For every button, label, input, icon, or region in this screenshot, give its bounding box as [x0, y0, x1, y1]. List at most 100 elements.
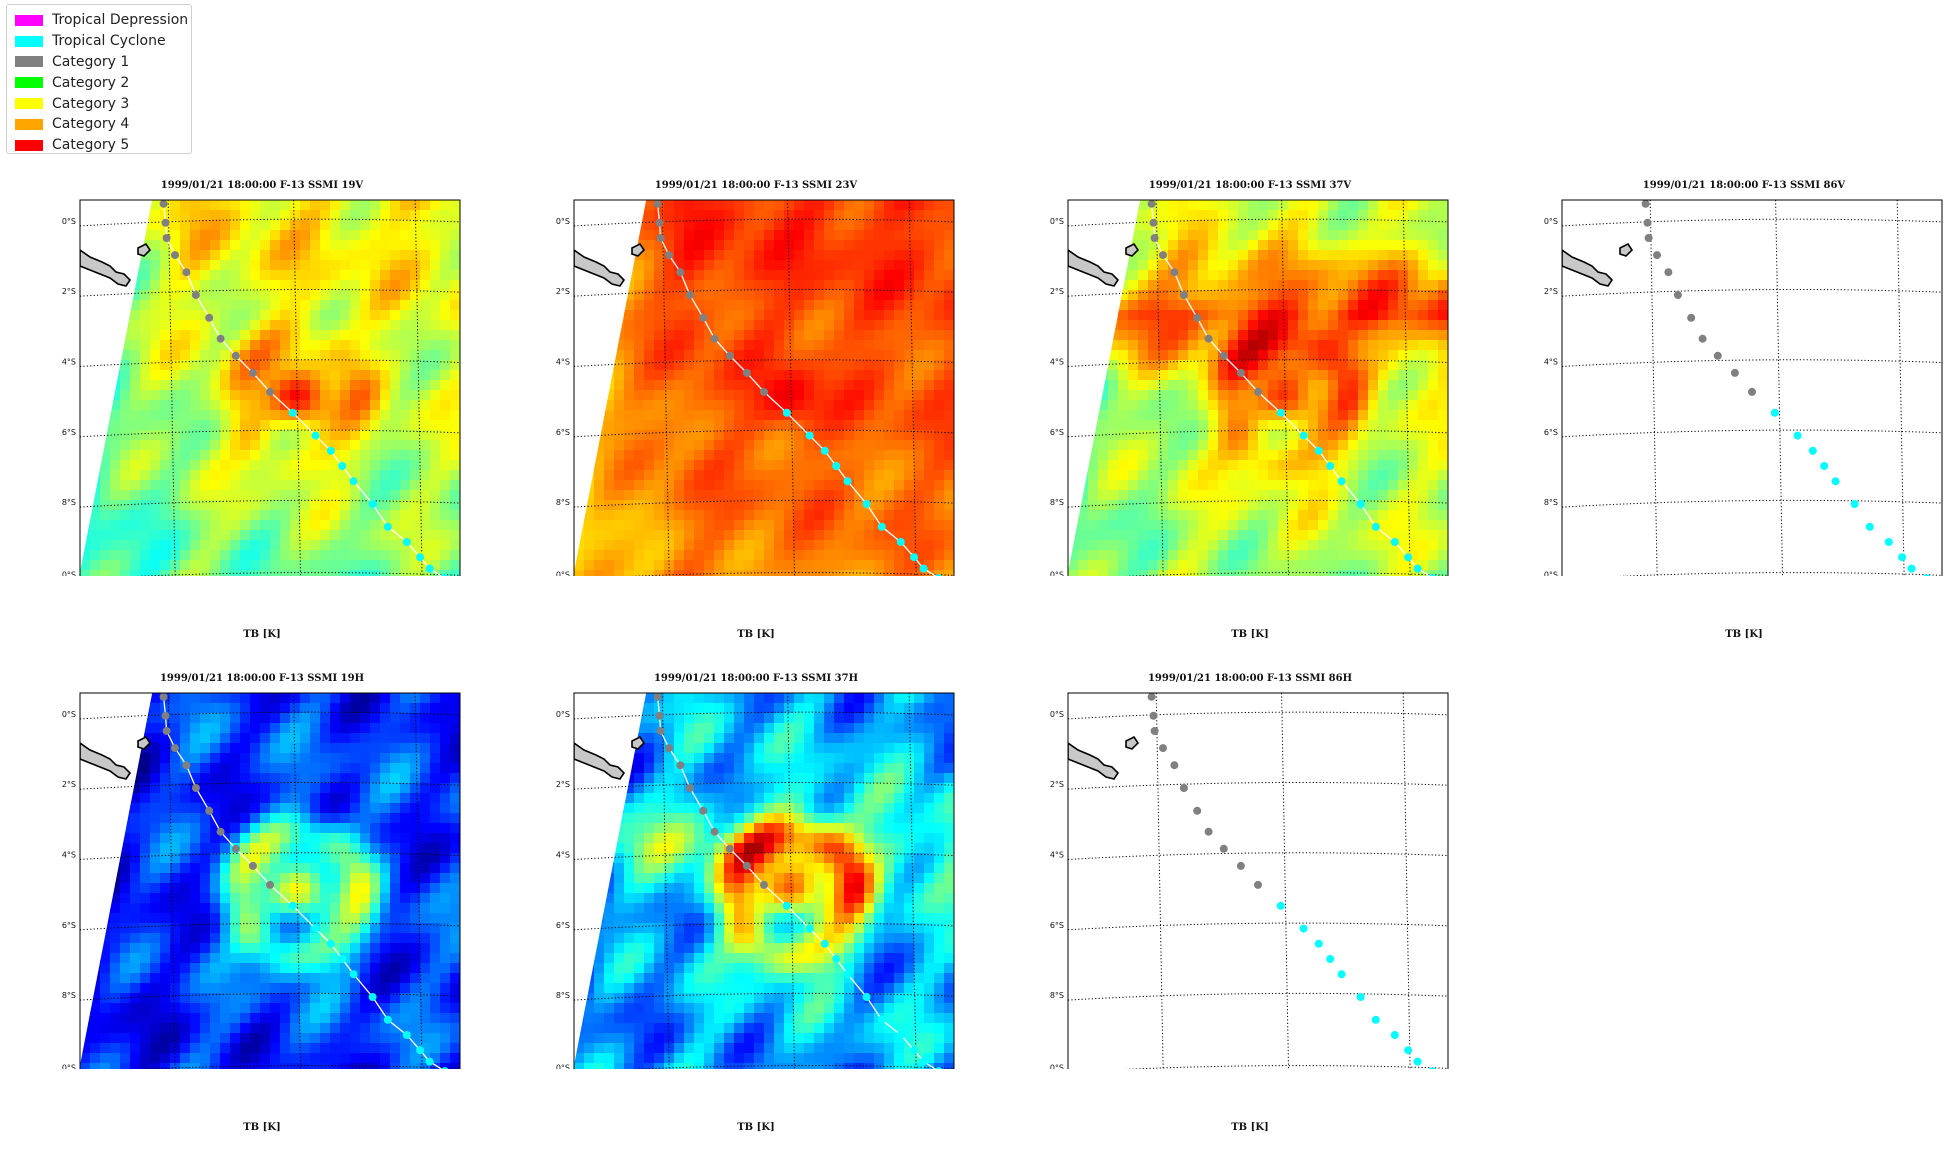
- map-panel-86v: 1999/01/21 18:00:00 F-13 SSMI 86V 20°S22…: [1544, 180, 1946, 680]
- track-point-category-1: [726, 352, 734, 360]
- track-point-category-1: [1254, 388, 1262, 396]
- lat-label: 24°S: [556, 851, 570, 860]
- lat-label: 28°S: [1050, 498, 1064, 507]
- legend-item-tropical-depression: Tropical Depression: [15, 10, 183, 31]
- lat-label: 24°S: [62, 358, 76, 367]
- lat-label: 24°S: [1050, 358, 1064, 367]
- track-point-tropical-cyclone: [403, 1031, 411, 1039]
- map-19h: 20°S22°S24°S26°S28°S30°S168°E172°E176°E1…: [62, 689, 482, 1069]
- lat-label: 24°S: [1544, 358, 1558, 367]
- map-panel-23v: 1999/01/21 18:00:00 F-13 SSMI 23V 20°S22…: [556, 180, 976, 680]
- track-point-tropical-cyclone: [863, 500, 871, 508]
- map-panel-37h: 1999/01/21 18:00:00 F-13 SSMI 37H 20°S22…: [556, 673, 976, 1173]
- track-point-category-1: [249, 369, 257, 377]
- lat-label: 20°S: [62, 710, 76, 719]
- colorbar-label: TB [K]: [62, 1122, 462, 1133]
- track-point-category-1: [711, 828, 719, 836]
- track-point-category-1: [686, 784, 694, 792]
- track-point-tropical-cyclone: [1908, 565, 1916, 573]
- track-point-tropical-cyclone: [1820, 462, 1828, 470]
- legend-label: Category 3: [52, 96, 129, 112]
- track-point-tropical-cyclone: [1357, 500, 1365, 508]
- track-point-category-1: [162, 712, 170, 720]
- track-point-category-1: [162, 219, 170, 227]
- track-point-tropical-cyclone: [312, 432, 320, 440]
- map-panel-19h: 1999/01/21 18:00:00 F-13 SSMI 19H 20°S22…: [62, 673, 482, 1173]
- legend-item-category-1: Category 1: [15, 52, 183, 73]
- track-point-category-1: [1642, 200, 1650, 208]
- track-point-category-1: [266, 881, 274, 889]
- track-point-tropical-cyclone: [1898, 553, 1906, 561]
- track-point-category-1: [171, 744, 179, 752]
- legend-label: Category 1: [52, 54, 129, 70]
- track-point-category-1: [743, 369, 751, 377]
- track-point-category-1: [163, 234, 171, 242]
- colorbar-label: TB [K]: [1050, 629, 1450, 640]
- track-point-category-1: [1205, 828, 1213, 836]
- lat-label: 30°S: [1050, 1063, 1064, 1069]
- track-point-category-1: [654, 693, 662, 701]
- track-point-category-1: [676, 268, 684, 276]
- track-point-category-1: [205, 314, 213, 322]
- lat-label: 30°S: [1544, 570, 1558, 576]
- lat-label: 26°S: [1050, 428, 1064, 437]
- track-point-tropical-cyclone: [1404, 553, 1412, 561]
- panel-title: 1999/01/21 18:00:00 F-13 SSMI 37H: [556, 673, 956, 684]
- track-point-tropical-cyclone: [338, 462, 346, 470]
- panel-title: 1999/01/21 18:00:00 F-13 SSMI 86H: [1050, 673, 1450, 684]
- legend-swatch: [15, 77, 43, 88]
- track-point-category-1: [1159, 744, 1167, 752]
- lat-label: 30°S: [62, 1063, 76, 1069]
- legend: Tropical Depression Tropical Cyclone Cat…: [6, 4, 192, 154]
- track-point-tropical-cyclone: [878, 1016, 886, 1024]
- track-point-category-1: [1151, 234, 1159, 242]
- track-point-tropical-cyclone: [1315, 447, 1323, 455]
- track-point-tropical-cyclone: [327, 447, 335, 455]
- panel-title: 1999/01/21 18:00:00 F-13 SSMI 86V: [1544, 180, 1944, 191]
- track-point-tropical-cyclone: [312, 925, 320, 933]
- lat-label: 28°S: [62, 991, 76, 1000]
- legend-label: Tropical Cyclone: [52, 33, 166, 49]
- track-point-category-1: [1148, 693, 1156, 701]
- map-19v: 20°S22°S24°S26°S28°S30°S168°E172°E176°E1…: [62, 196, 482, 576]
- track-point-tropical-cyclone: [1809, 447, 1817, 455]
- track-point-tropical-cyclone: [920, 1058, 928, 1066]
- legend-label: Category 4: [52, 116, 129, 132]
- track-point-tropical-cyclone: [1326, 955, 1334, 963]
- track-point-tropical-cyclone: [806, 925, 814, 933]
- storm-track: [1148, 693, 1447, 1069]
- track-point-tropical-cyclone: [384, 523, 392, 531]
- legend-label: Category 5: [52, 137, 129, 153]
- track-point-tropical-cyclone: [1338, 970, 1346, 978]
- colorbar-label: TB [K]: [556, 1122, 956, 1133]
- track-point-category-1: [1193, 807, 1201, 815]
- track-point-tropical-cyclone: [832, 955, 840, 963]
- lat-label: 24°S: [556, 358, 570, 367]
- legend-swatch: [15, 140, 43, 151]
- map-86v: 20°S22°S24°S26°S28°S30°S168°E172°E176°E1…: [1544, 196, 1944, 576]
- track-point-tropical-cyclone: [1372, 1016, 1380, 1024]
- track-point-category-1: [760, 881, 768, 889]
- lat-label: 26°S: [556, 428, 570, 437]
- track-point-category-1: [232, 845, 240, 853]
- track-point-category-1: [182, 268, 190, 276]
- track-point-tropical-cyclone: [350, 477, 358, 485]
- track-point-tropical-cyclone: [1866, 523, 1874, 531]
- track-point-tropical-cyclone: [426, 565, 434, 573]
- track-point-category-1: [676, 761, 684, 769]
- track-point-category-1: [726, 845, 734, 853]
- legend-item-category-5: Category 5: [15, 135, 183, 156]
- panel-title: 1999/01/21 18:00:00 F-13 SSMI 23V: [556, 180, 956, 191]
- track-point-category-1: [1687, 314, 1695, 322]
- colorbar-label: TB [K]: [62, 629, 462, 640]
- track-point-category-1: [182, 761, 190, 769]
- track-point-tropical-cyclone: [1391, 538, 1399, 546]
- lat-label: 22°S: [62, 287, 76, 296]
- track-point-category-1: [743, 862, 751, 870]
- track-point-tropical-cyclone: [844, 970, 852, 978]
- track-point-category-1: [656, 219, 664, 227]
- track-point-category-1: [217, 828, 225, 836]
- colorbar-label: TB [K]: [1050, 1122, 1450, 1133]
- track-point-tropical-cyclone: [832, 462, 840, 470]
- track-point-tropical-cyclone: [369, 500, 377, 508]
